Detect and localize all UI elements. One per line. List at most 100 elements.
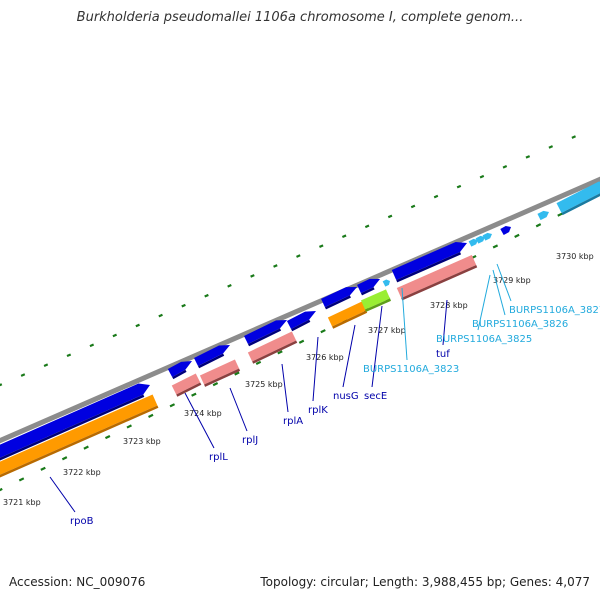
outer-tick — [135, 323, 140, 328]
rplA-gene — [247, 331, 297, 362]
outer-tick — [571, 135, 576, 139]
gene-leader-rpoB — [49, 476, 76, 513]
tuf-cds — [391, 241, 467, 281]
nusG-gene — [327, 301, 367, 327]
inner-tick — [234, 371, 240, 376]
gene-label-rpoB: rpoB — [70, 516, 94, 527]
inner-tick — [169, 403, 176, 408]
outer-tick — [548, 145, 554, 149]
inner-tick — [535, 223, 542, 228]
inner-tick — [18, 477, 25, 482]
outer-tick — [456, 184, 462, 189]
nusG-cds — [321, 287, 357, 308]
gene-leader-nusG — [342, 324, 356, 388]
outer-tick — [89, 343, 95, 348]
topology-text: Topology: circular; Length: 3,988,455 bp… — [260, 575, 590, 589]
gene-label-secE: secE — [364, 391, 387, 402]
gene-label-BURPS1106A_3826: BURPS1106A_3826 — [472, 319, 568, 330]
accession-text: Accession: NC_009076 — [9, 575, 146, 589]
gene-leader-tuf — [442, 299, 448, 346]
small-cds-mark — [500, 225, 511, 236]
inner-tick — [557, 212, 563, 217]
secE-cds-shadow — [360, 287, 375, 296]
kbp-label: 3721 kbp — [3, 498, 41, 507]
rplA-cds-shadow — [247, 328, 282, 347]
outer-tick — [273, 264, 278, 268]
outer-tick — [341, 234, 347, 239]
gene-label-nusG: nusG — [333, 391, 359, 402]
gene-label-rplJ: rplJ — [242, 435, 258, 446]
inner-tick — [514, 233, 520, 238]
rpoB-cds — [0, 383, 150, 458]
kbp-label: 3723 kbp — [123, 437, 161, 446]
inner-tick — [126, 424, 132, 429]
outer-tick — [433, 194, 439, 199]
rplL-cds-shadow — [172, 369, 187, 380]
gene-leader-secE — [371, 305, 383, 388]
outer-tick — [0, 383, 3, 387]
genome-backbone — [0, 176, 600, 444]
rplK-cds — [286, 311, 316, 329]
gene-label-BURPS1106A_3823: BURPS1106A_3823 — [363, 364, 459, 375]
inner-tick — [492, 244, 499, 249]
feature-track — [0, 181, 600, 478]
inner-tick — [0, 487, 3, 492]
cyan-long-feature-shadow — [561, 193, 600, 216]
outer-tick — [158, 313, 163, 318]
rplL-gene — [171, 373, 201, 395]
outer-tick — [227, 284, 232, 288]
rpoB-gene-shadow — [0, 405, 159, 478]
nusG-cds-shadow — [324, 295, 351, 310]
tuf-gene-shadow — [401, 265, 478, 301]
gene-leader-BURPS1106A_3826 — [492, 269, 506, 316]
inner-tick — [298, 339, 305, 344]
kbp-scale-labels: 3721 kbp 3722 kbp 3723 kbp 3724 kbp 3725 kbp… — [3, 252, 594, 507]
gene-leader-rplJ — [229, 387, 248, 432]
inner-tick — [320, 329, 326, 334]
backbone-line — [0, 176, 600, 444]
rplA-cds — [244, 320, 287, 345]
BURPS1106A_3825-mark — [468, 238, 478, 247]
outer-tick — [181, 303, 186, 308]
tuf-gene — [396, 254, 477, 299]
gene-leader-BURPS1106A_3823 — [401, 287, 408, 361]
outer-tick — [296, 254, 301, 258]
gene-label-BURPS1106A_3825: BURPS1106A_3825 — [436, 334, 532, 345]
inner-tick — [40, 466, 46, 471]
gene-label-rplL: rplL — [209, 452, 228, 463]
gene-leader-rplA — [281, 363, 289, 413]
gene-label-rplK: rplK — [308, 405, 328, 416]
tuf-cds-shadow — [396, 252, 462, 283]
outer-tick — [410, 204, 416, 209]
rplL-cds — [167, 361, 192, 377]
outer-tick — [112, 333, 118, 338]
rplL-gene-shadow — [176, 382, 202, 397]
inner-tick — [212, 382, 219, 387]
kbp-label: 3727 kbp — [368, 326, 406, 335]
inner-tick — [61, 456, 68, 461]
outer-tick — [20, 373, 26, 377]
outer-tick — [43, 363, 49, 367]
gene-label-BURPS1106A_3827: BURPS1106A_3827 — [509, 305, 600, 316]
BURPS1106A_3827-mark — [482, 232, 492, 241]
rpoB-cds-shadow — [0, 394, 145, 461]
gene-label-rplA: rplA — [283, 416, 303, 427]
secE-gene-shadow — [365, 298, 392, 312]
kbp-label: 3724 kbp — [184, 409, 222, 418]
outer-tick — [364, 224, 370, 229]
outer-tick — [479, 174, 485, 179]
inner-tick — [104, 434, 111, 440]
gene-leader-BURPS1106A_3825 — [477, 274, 491, 331]
kbp-label: 3728 kbp — [430, 301, 468, 310]
inner-tick — [83, 445, 89, 450]
outer-tick — [204, 293, 209, 298]
rpoB-gene — [0, 394, 158, 475]
inner-tick — [148, 413, 154, 418]
outer-tick — [66, 353, 72, 358]
nusG-gene-shadow — [332, 310, 368, 329]
rplJ-cds — [193, 345, 230, 367]
map-title: Burkholderia pseudomallei 1106a chromoso… — [76, 10, 524, 25]
gene-leader-BURPS1106A_3827 — [496, 263, 512, 302]
cyan-long-feature — [556, 181, 600, 213]
